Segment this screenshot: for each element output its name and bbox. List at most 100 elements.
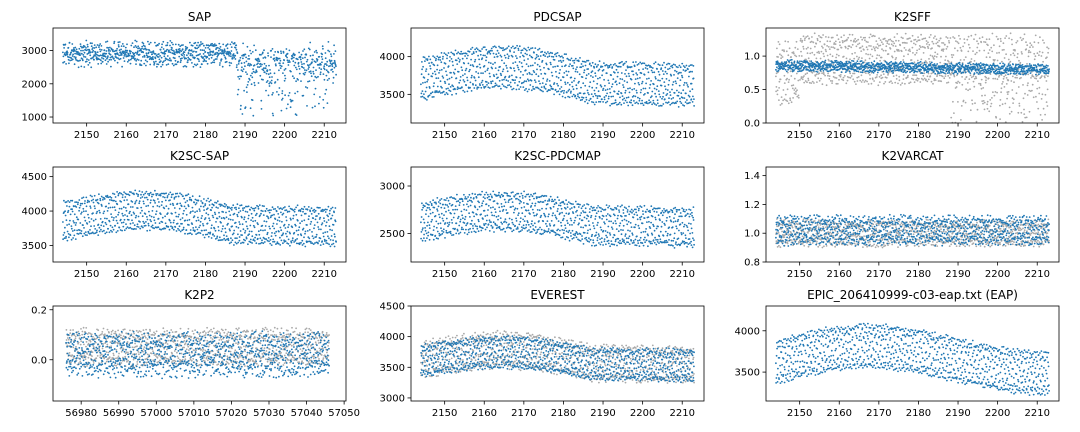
data-point bbox=[1014, 49, 1016, 52]
data-point bbox=[115, 231, 118, 234]
data-point bbox=[855, 45, 858, 48]
data-point bbox=[176, 192, 179, 195]
data-point bbox=[257, 82, 260, 84]
data-point bbox=[65, 63, 67, 65]
data-point bbox=[623, 62, 626, 65]
data-point bbox=[99, 199, 102, 202]
data-point bbox=[825, 84, 828, 87]
data-point bbox=[788, 60, 790, 63]
data-point bbox=[268, 64, 270, 67]
data-point bbox=[518, 80, 521, 83]
data-point bbox=[95, 46, 98, 49]
data-point bbox=[203, 58, 206, 61]
data-point bbox=[207, 52, 210, 54]
data-point bbox=[868, 62, 870, 64]
data-point bbox=[529, 64, 532, 67]
data-point bbox=[508, 55, 510, 57]
data-point bbox=[879, 63, 881, 66]
data-point bbox=[840, 36, 843, 39]
data-point bbox=[271, 93, 274, 96]
data-point bbox=[685, 92, 687, 95]
data-point bbox=[868, 45, 870, 47]
data-point bbox=[322, 73, 325, 75]
data-point bbox=[584, 84, 587, 87]
data-point bbox=[451, 93, 453, 96]
data-point bbox=[123, 218, 126, 221]
data-point bbox=[484, 85, 487, 88]
data-point bbox=[609, 91, 612, 94]
data-point bbox=[843, 34, 845, 37]
data-point bbox=[1015, 74, 1018, 77]
data-point bbox=[236, 93, 239, 96]
data-point bbox=[301, 63, 303, 65]
data-point bbox=[427, 73, 430, 76]
data-point bbox=[454, 49, 457, 52]
data-point bbox=[270, 56, 272, 58]
data-point bbox=[109, 206, 112, 209]
data-point bbox=[1024, 71, 1026, 73]
data-point bbox=[161, 43, 164, 46]
data-point bbox=[303, 48, 306, 51]
data-point bbox=[452, 85, 455, 88]
data-point bbox=[556, 82, 558, 85]
data-point bbox=[971, 103, 974, 105]
data-point bbox=[857, 70, 860, 73]
data-point bbox=[138, 202, 141, 205]
data-point bbox=[599, 76, 601, 79]
data-point bbox=[811, 51, 814, 54]
data-point bbox=[829, 40, 831, 43]
data-point bbox=[159, 48, 162, 51]
data-point bbox=[298, 68, 301, 70]
data-point bbox=[599, 95, 601, 98]
data-point bbox=[247, 62, 250, 65]
data-point bbox=[251, 51, 254, 53]
data-point bbox=[183, 56, 185, 58]
data-point bbox=[181, 48, 184, 51]
data-point bbox=[181, 54, 184, 57]
data-point bbox=[1013, 81, 1015, 84]
data-point bbox=[838, 41, 841, 44]
data-point bbox=[648, 99, 650, 102]
data-point bbox=[447, 65, 450, 67]
data-point bbox=[205, 44, 208, 47]
data-point bbox=[1047, 65, 1049, 67]
data-point bbox=[118, 41, 121, 43]
data-point bbox=[111, 216, 113, 219]
data-point bbox=[241, 113, 244, 115]
data-point bbox=[897, 82, 899, 85]
data-point bbox=[964, 101, 967, 104]
data-point bbox=[141, 191, 144, 193]
data-point bbox=[848, 76, 850, 79]
data-point bbox=[478, 63, 481, 66]
data-point bbox=[284, 74, 286, 77]
data-point bbox=[650, 95, 653, 97]
data-point bbox=[673, 74, 675, 76]
data-point bbox=[878, 54, 881, 57]
data-point bbox=[94, 207, 96, 210]
data-point bbox=[658, 73, 661, 76]
data-point bbox=[1017, 70, 1019, 73]
data-point bbox=[871, 48, 873, 51]
data-point bbox=[1009, 54, 1012, 56]
data-point bbox=[189, 232, 192, 235]
data-point bbox=[952, 54, 955, 56]
data-point bbox=[173, 207, 176, 209]
data-point bbox=[180, 193, 183, 196]
data-point bbox=[210, 62, 213, 64]
data-point bbox=[126, 215, 129, 218]
data-point bbox=[1018, 59, 1020, 62]
data-point bbox=[316, 58, 319, 61]
data-point bbox=[86, 234, 88, 237]
data-point bbox=[450, 51, 453, 54]
data-point bbox=[881, 48, 883, 51]
data-point bbox=[617, 103, 620, 106]
data-point bbox=[110, 58, 112, 61]
data-point bbox=[234, 54, 237, 57]
data-point bbox=[72, 205, 75, 208]
data-point bbox=[600, 85, 603, 88]
data-point bbox=[319, 71, 322, 74]
data-point bbox=[885, 69, 888, 72]
data-point bbox=[988, 38, 991, 41]
data-point bbox=[119, 57, 122, 60]
data-point bbox=[979, 84, 982, 86]
